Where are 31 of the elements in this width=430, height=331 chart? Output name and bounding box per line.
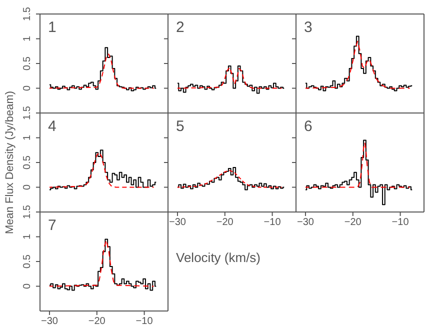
line-series (48, 54, 154, 89)
x-tick-label: −20 (344, 217, 362, 228)
y-tick-label: 0.5 (22, 254, 33, 268)
annotation: 2 (176, 19, 184, 36)
y-axis-title: Mean Flux Density (Jy/beam) (4, 90, 16, 234)
y-tick-label: 0.5 (22, 56, 33, 70)
y-tick-label: 1 (22, 36, 33, 42)
x-tick-label: −20 (88, 316, 106, 328)
y-tick-label: 1 (22, 234, 33, 240)
x-axis-title: Velocity (km/s) (176, 250, 261, 265)
x-tick-label: −30 (296, 217, 314, 228)
x-tick-label: −20 (216, 217, 234, 228)
x-tick-label: −30 (168, 217, 186, 228)
annotation: 1 (48, 19, 56, 36)
y-tick-label: 1.5 (22, 6, 33, 21)
annotation: 4 (48, 118, 56, 135)
y-tick-label: 0.5 (22, 155, 33, 170)
y-tick-label: 0 (22, 85, 33, 92)
x-tick-label: −10 (136, 316, 154, 328)
annotation: 7 (48, 217, 56, 234)
y-tick-label: 0 (22, 184, 33, 190)
y-tick-label: 1.5 (22, 204, 33, 219)
y-tick-label: 1 (22, 134, 33, 141)
annotation: 3 (304, 19, 312, 36)
x-tick-label: −30 (40, 316, 58, 328)
x-tick-label: −10 (264, 217, 282, 228)
x-tick-label: −10 (392, 217, 410, 228)
y-tick-label: 0 (22, 283, 33, 290)
annotation: 6 (304, 118, 312, 135)
annotation: 5 (176, 118, 184, 135)
y-tick-label: 1.5 (22, 106, 33, 120)
